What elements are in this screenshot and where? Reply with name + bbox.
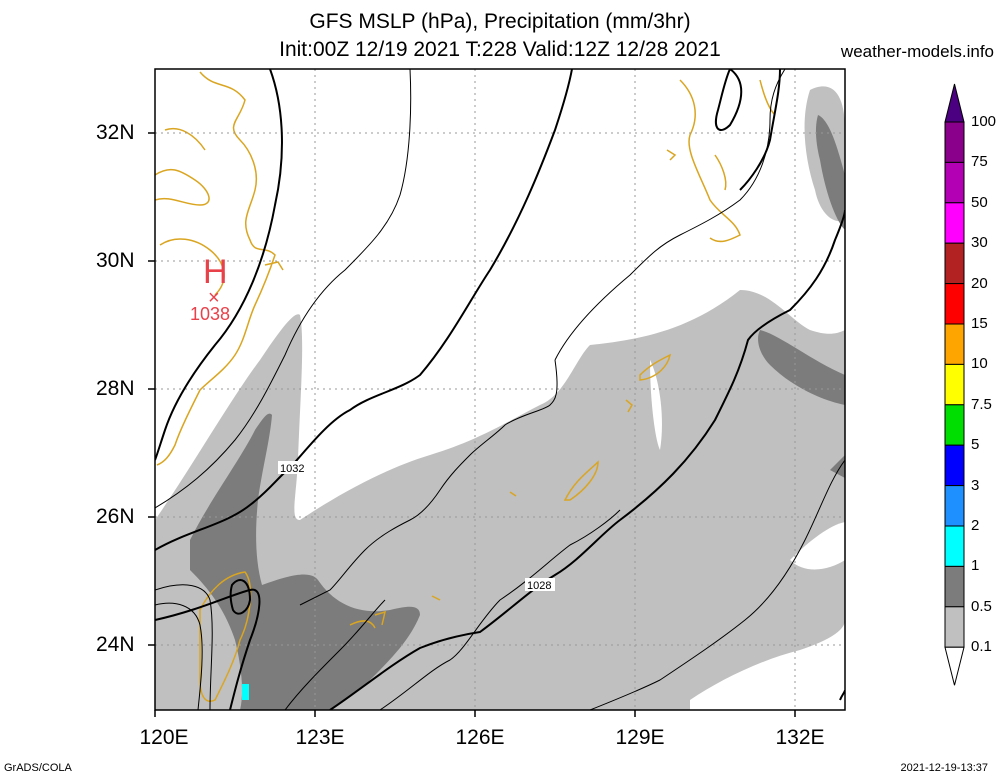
isobars-minor bbox=[155, 69, 845, 710]
colorbar-label: 1 bbox=[971, 557, 980, 575]
high-pressure-marker: × bbox=[208, 287, 220, 309]
colorbar-cap-top bbox=[944, 83, 965, 123]
precip-medium-area bbox=[190, 413, 420, 710]
colorbar-swatch bbox=[944, 485, 965, 527]
precip-1mm-spot bbox=[242, 684, 249, 700]
colorbar-label: 10 bbox=[971, 355, 988, 373]
colorbar-swatch bbox=[944, 565, 965, 608]
colorbar-label: 20 bbox=[971, 274, 988, 292]
axis-ticks bbox=[148, 132, 796, 717]
lon-label: 120E bbox=[139, 726, 189, 749]
title-line-1: GFS MSLP (hPa), Precipitation (mm/3hr) bbox=[309, 10, 691, 33]
lat-label: 26N bbox=[96, 505, 135, 528]
contour-label-1032: 1032 bbox=[280, 463, 304, 475]
site-label: weather-models.info bbox=[840, 42, 994, 61]
colorbar-swatch bbox=[944, 444, 965, 487]
colorbar-cap-bottom bbox=[944, 646, 965, 686]
lat-label: 24N bbox=[96, 633, 135, 656]
colorbar bbox=[944, 83, 965, 686]
footer-credit: GrADS/COLA bbox=[4, 762, 72, 774]
colorbar-label: 0.5 bbox=[971, 597, 992, 615]
colorbar-swatch bbox=[944, 606, 965, 648]
colorbar-swatch bbox=[944, 404, 965, 446]
precip-medium-area bbox=[815, 115, 845, 230]
lon-label: 129E bbox=[615, 726, 665, 749]
colorbar-label: 5 bbox=[971, 436, 980, 454]
high-pressure-symbol: H bbox=[203, 253, 228, 291]
colorbar-label: 7.5 bbox=[971, 395, 992, 413]
colorbar-swatch bbox=[944, 121, 965, 163]
colorbar-swatch bbox=[944, 202, 965, 244]
colorbar-swatch bbox=[944, 242, 965, 285]
high-pressure-value: 1038 bbox=[190, 304, 230, 324]
lat-label: 28N bbox=[96, 377, 135, 400]
colorbar-label: 0.1 bbox=[971, 638, 992, 656]
colorbar-label: 50 bbox=[971, 193, 988, 211]
colorbar-label: 75 bbox=[971, 153, 988, 171]
footer-timestamp: 2021-12-19-13:37 bbox=[900, 762, 988, 774]
colorbar-label: 100 bbox=[971, 113, 997, 130]
colorbar-label: 3 bbox=[971, 476, 980, 494]
colorbar-label: 2 bbox=[971, 517, 980, 534]
lon-label: 132E bbox=[775, 726, 825, 749]
map-plot: 1032 1028 H × 1038 bbox=[155, 69, 845, 710]
colorbar-label: 30 bbox=[971, 234, 988, 252]
colorbar-swatch bbox=[944, 283, 965, 325]
colorbar-swatch bbox=[944, 161, 965, 204]
colorbar-label: 15 bbox=[971, 315, 988, 332]
isobars-major bbox=[155, 69, 845, 710]
title-line-2: Init:00Z 12/19 2021 T:228 Valid:12Z 12/2… bbox=[279, 38, 721, 61]
lon-label: 123E bbox=[295, 726, 345, 749]
colorbar-swatch bbox=[944, 525, 965, 567]
contour-label-1028: 1028 bbox=[527, 580, 551, 592]
grid bbox=[155, 69, 845, 710]
lat-label: 32N bbox=[96, 121, 135, 144]
precip-medium-area bbox=[758, 330, 845, 405]
colorbar-swatch bbox=[944, 323, 965, 365]
lon-label: 126E bbox=[455, 726, 505, 749]
colorbar-swatch bbox=[944, 363, 965, 406]
lat-label: 30N bbox=[96, 249, 135, 272]
